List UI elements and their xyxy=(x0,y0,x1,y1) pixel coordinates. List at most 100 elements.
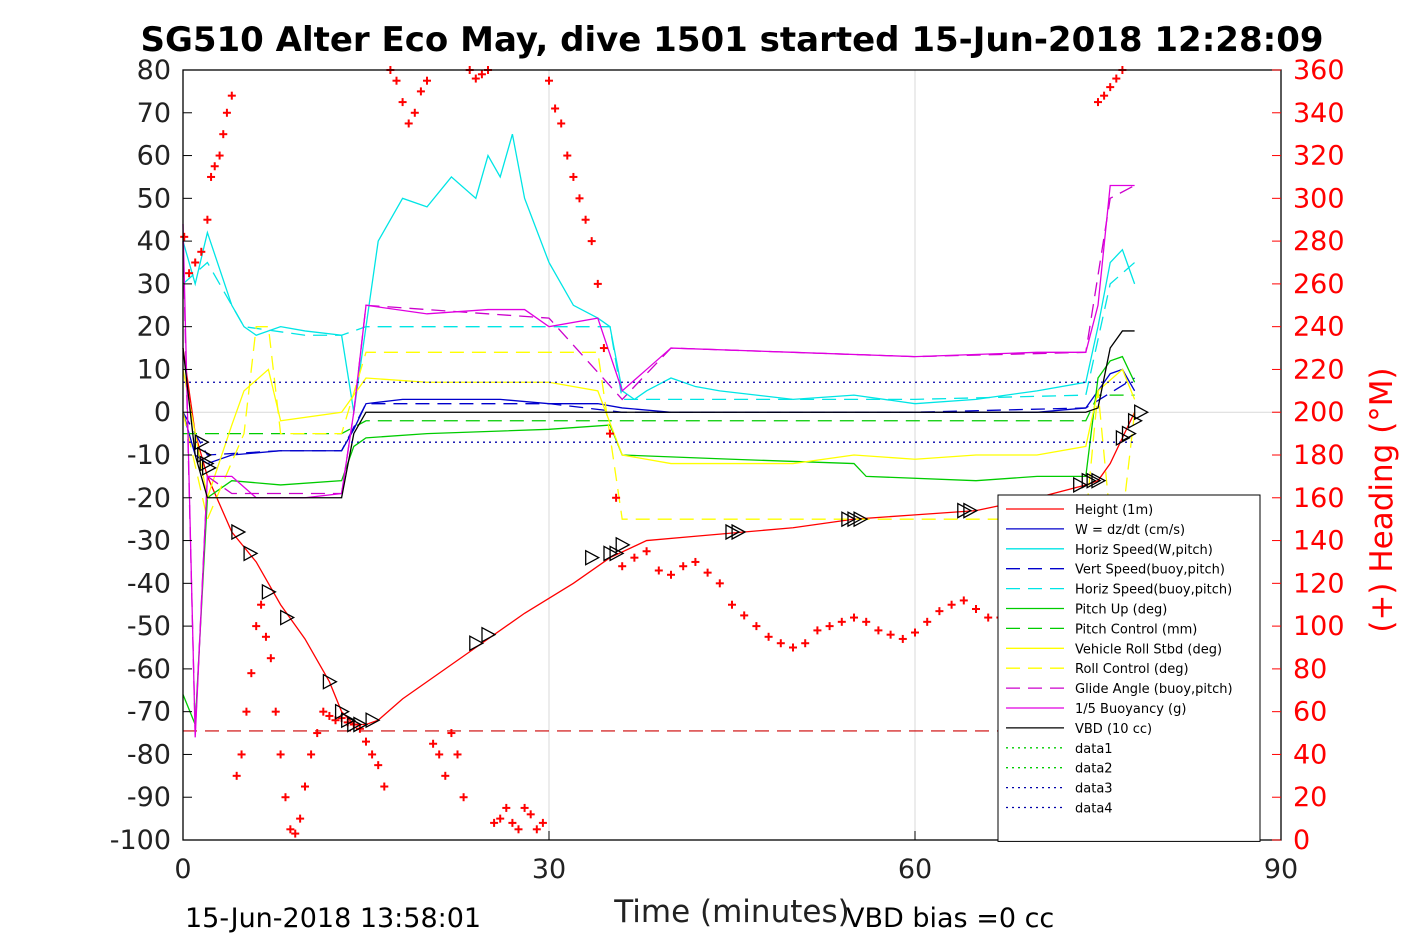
left-tick-label-8: 0 xyxy=(154,397,171,428)
legend-label-8: Roll Control (deg) xyxy=(1075,662,1189,677)
heading-point xyxy=(325,711,334,720)
depth-marker xyxy=(353,716,369,733)
heading-point xyxy=(266,654,275,663)
left-tick-label-10: -20 xyxy=(127,483,171,514)
x-tick-label-2: 60 xyxy=(898,854,932,885)
heading-point xyxy=(219,130,228,139)
series-line-4 xyxy=(182,261,1136,401)
heading-point xyxy=(569,172,578,181)
legend-label-14: data3 xyxy=(1075,782,1113,797)
heading-point xyxy=(679,562,688,571)
heading-point xyxy=(286,825,295,834)
heading-point xyxy=(362,737,370,746)
heading-point xyxy=(642,547,651,556)
heading-point xyxy=(180,232,189,241)
left-tick-label-4: 40 xyxy=(137,226,171,257)
heading-point xyxy=(850,613,858,622)
legend-label-1: W = dz/dt (cm/s) xyxy=(1075,523,1185,538)
legend: Height (1m) W = dz/dt (cm/s) Horiz Speed(W… xyxy=(997,494,1261,842)
heading-point xyxy=(313,729,322,738)
heading-point xyxy=(416,87,425,96)
heading-point xyxy=(237,750,246,759)
heading-point xyxy=(947,600,956,609)
footer-vbd-bias: VBD bias =0 cc xyxy=(846,903,1054,934)
heading-point xyxy=(593,279,602,288)
heading-point xyxy=(575,194,584,203)
heading-point xyxy=(203,215,212,224)
series-line-0 xyxy=(182,347,1136,726)
heading-point xyxy=(215,151,224,160)
left-tick-label-12: -40 xyxy=(127,568,171,599)
heading-point xyxy=(715,579,724,588)
heading-point xyxy=(232,771,241,780)
heading-point xyxy=(667,570,675,579)
heading-point xyxy=(532,825,541,834)
depth-marker xyxy=(194,434,210,451)
left-tick-label-14: -60 xyxy=(127,654,171,685)
right-axis-ticks: 3603403203002802602402202001801601401201… xyxy=(1272,55,1345,856)
left-tick-label-11: -30 xyxy=(127,526,171,557)
footer-timestamp: 15-Jun-2018 13:58:01 xyxy=(185,903,481,934)
depth-marker xyxy=(1086,472,1102,489)
heading-point xyxy=(252,622,261,631)
depth-marker xyxy=(1134,404,1150,421)
heading-point xyxy=(911,628,919,637)
depth-marker xyxy=(365,712,381,729)
heading-point xyxy=(563,151,572,160)
series-line-1 xyxy=(182,368,1136,465)
series-line-2 xyxy=(182,133,1136,413)
right-tick-label-4: 280 xyxy=(1293,226,1345,257)
left-tick-label-0: 80 xyxy=(137,55,171,86)
heading-point xyxy=(447,729,456,738)
legend-label-9: Glide Angle (buoy,pitch) xyxy=(1075,682,1233,697)
right-tick-label-0: 360 xyxy=(1293,55,1345,86)
heading-point xyxy=(630,553,639,562)
heading-point xyxy=(429,739,438,748)
heading-point xyxy=(210,162,219,171)
depth-marker xyxy=(615,536,631,553)
heading-point xyxy=(606,429,614,438)
heading-point xyxy=(197,247,206,256)
heading-point xyxy=(874,626,883,635)
heading-point xyxy=(423,76,431,85)
right-tick-label-10: 160 xyxy=(1293,483,1345,514)
heading-point xyxy=(242,707,251,716)
heading-point xyxy=(1106,83,1115,92)
depth-marker xyxy=(322,673,338,690)
heading-point xyxy=(837,617,846,626)
heading-point xyxy=(740,611,749,620)
heading-point xyxy=(599,344,608,353)
series-layer xyxy=(182,133,1136,738)
x-tick-label-1: 30 xyxy=(532,854,566,885)
depth-marker xyxy=(243,545,259,562)
heading-point xyxy=(502,803,511,812)
right-tick-label-18: 0 xyxy=(1293,825,1310,856)
depth-marker xyxy=(481,626,497,643)
x-axis-label: Time (minutes) xyxy=(613,894,849,930)
depth-marker xyxy=(853,511,869,528)
series-line-9 xyxy=(182,184,1135,734)
heading-point xyxy=(1100,91,1109,100)
right-tick-label-7: 220 xyxy=(1293,354,1345,385)
right-tick-label-9: 180 xyxy=(1293,440,1345,471)
heading-point xyxy=(1094,98,1102,107)
x-tick-label-3: 90 xyxy=(1264,854,1298,885)
heading-point xyxy=(508,818,517,827)
heading-point xyxy=(959,596,968,605)
series-line-8 xyxy=(182,326,1136,522)
heading-point xyxy=(398,98,407,107)
depth-marker xyxy=(199,455,215,472)
right-tick-label-2: 320 xyxy=(1293,141,1345,172)
right-tick-label-15: 60 xyxy=(1293,697,1327,728)
heading-point xyxy=(654,566,663,575)
right-tick-label-3: 300 xyxy=(1293,183,1345,214)
heading-point xyxy=(404,119,413,128)
depth-marker xyxy=(231,523,247,541)
heading-layer xyxy=(180,66,1139,838)
left-tick-label-3: 50 xyxy=(137,183,171,214)
legend-label-10: 1/5 Buoyancy (g) xyxy=(1075,702,1186,717)
left-tick-label-15: -70 xyxy=(127,697,171,728)
heading-point xyxy=(1112,74,1121,83)
series-line-3 xyxy=(182,377,1135,456)
heading-point xyxy=(557,119,566,128)
